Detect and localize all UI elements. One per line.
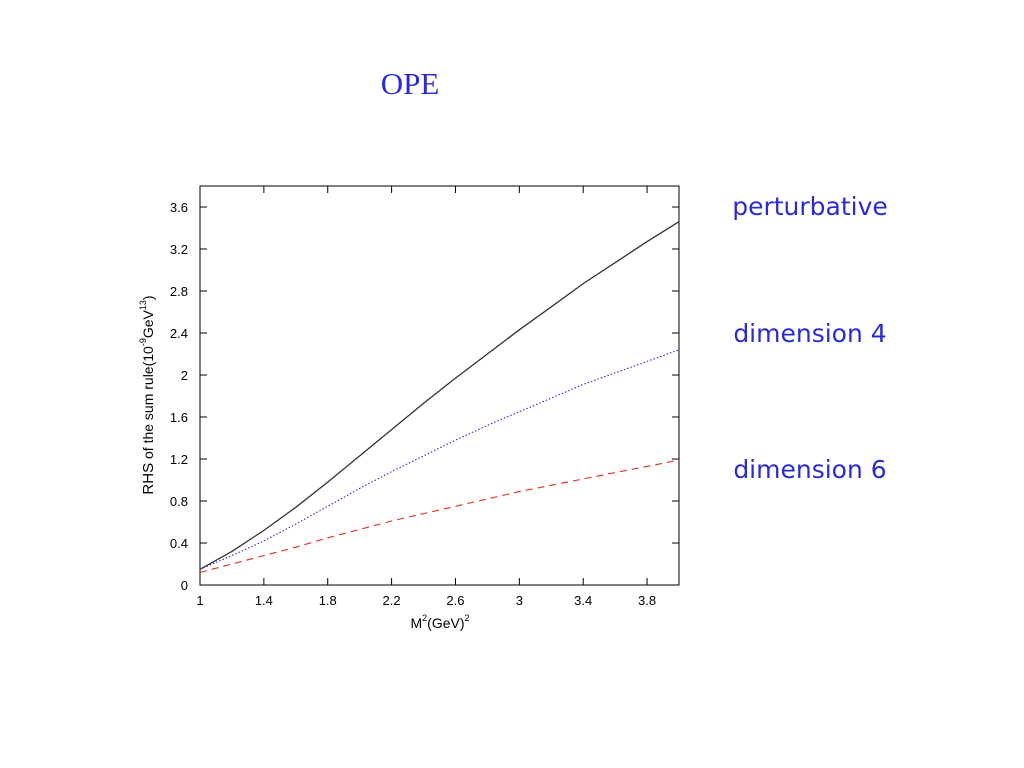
y-tick-label: 2 bbox=[181, 368, 188, 383]
axis-ticks: 1 1.4 1.8 2.2 2.6 3 3.4 3.8 0 0.4 0.8 1.2 1.6 2 2.4 2.8… bbox=[170, 186, 679, 608]
label-perturbative: perturbative bbox=[732, 192, 888, 221]
y-axis-title: RHS of the sum rule(10-9GeV13) bbox=[138, 295, 157, 494]
series-group bbox=[199, 221, 680, 573]
x-tick-label: 3.4 bbox=[574, 593, 592, 608]
y-tick-label: 1.6 bbox=[170, 410, 188, 425]
y-tick-label: 0 bbox=[181, 578, 188, 593]
series-line-dashed bbox=[199, 459, 680, 573]
y-tick-label: 3.6 bbox=[170, 200, 188, 215]
y-tick-label: 0.8 bbox=[170, 494, 188, 509]
y-tick-label: 2.4 bbox=[170, 326, 188, 341]
plot-frame bbox=[199, 185, 680, 586]
y-tick-label: 0.4 bbox=[170, 536, 188, 551]
x-tick-label: 2.2 bbox=[383, 593, 401, 608]
x-tick-label: 1.8 bbox=[319, 593, 337, 608]
y-tick-label: 3.2 bbox=[170, 242, 188, 257]
y-tick-label: 1.2 bbox=[170, 452, 188, 467]
label-dimension-4: dimension 4 bbox=[733, 319, 887, 348]
x-tick-label: 3.8 bbox=[638, 593, 656, 608]
x-axis-title: M2(GeV)2 bbox=[410, 613, 469, 631]
y-tick-label: 2.8 bbox=[170, 284, 188, 299]
series-line-solid bbox=[199, 221, 680, 570]
x-tick-label: 2.6 bbox=[446, 593, 464, 608]
label-dimension-6: dimension 6 bbox=[733, 455, 887, 484]
series-line-dotted bbox=[199, 349, 680, 570]
x-tick-label: 1 bbox=[196, 593, 203, 608]
x-tick-label: 1.4 bbox=[255, 593, 273, 608]
x-tick-label: 3 bbox=[516, 593, 523, 608]
slide-title: OPE bbox=[380, 66, 440, 101]
